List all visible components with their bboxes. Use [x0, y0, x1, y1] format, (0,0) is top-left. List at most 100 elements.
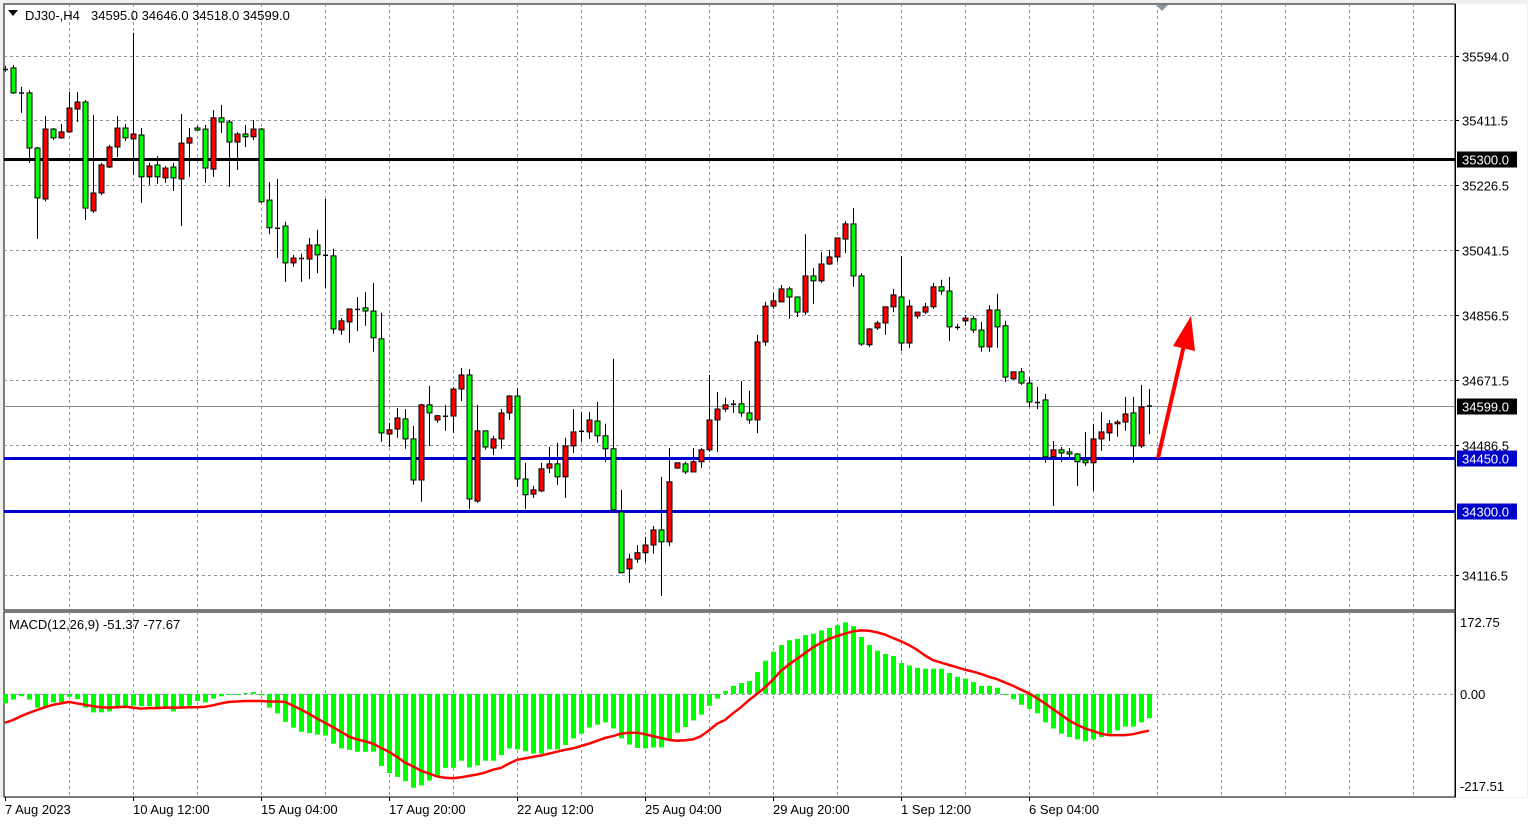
candle[interactable]: [290, 254, 297, 267]
candle[interactable]: [874, 320, 881, 331]
candle[interactable]: [690, 448, 697, 473]
candle[interactable]: [242, 124, 249, 147]
candle[interactable]: [714, 391, 721, 452]
candle[interactable]: [890, 288, 897, 313]
candle[interactable]: [938, 279, 945, 295]
candle[interactable]: [762, 301, 769, 346]
candle[interactable]: [394, 408, 401, 438]
candle[interactable]: [106, 144, 113, 169]
candle[interactable]: [74, 91, 81, 123]
candle[interactable]: [586, 411, 593, 439]
chart-shift-marker-icon[interactable]: [1156, 5, 1168, 11]
candle[interactable]: [202, 124, 209, 183]
candle[interactable]: [642, 536, 649, 562]
candle[interactable]: [506, 395, 513, 420]
candle[interactable]: [530, 485, 537, 498]
candle[interactable]: [3, 65, 8, 72]
candle[interactable]: [402, 409, 409, 449]
candle[interactable]: [922, 302, 929, 314]
candle[interactable]: [1147, 389, 1152, 434]
candle[interactable]: [522, 462, 529, 509]
candle[interactable]: [34, 146, 41, 240]
candle[interactable]: [930, 282, 937, 309]
candle[interactable]: [418, 403, 425, 502]
candle[interactable]: [970, 315, 977, 333]
candle[interactable]: [746, 390, 753, 424]
candle[interactable]: [962, 314, 969, 326]
candle[interactable]: [826, 249, 833, 266]
candle[interactable]: [650, 526, 657, 554]
candle[interactable]: [882, 306, 889, 335]
candle[interactable]: [82, 99, 89, 221]
candle[interactable]: [658, 476, 665, 596]
candle[interactable]: [338, 318, 345, 335]
candle[interactable]: [706, 374, 713, 452]
candle[interactable]: [450, 386, 457, 433]
candle[interactable]: [330, 248, 337, 334]
candle[interactable]: [626, 553, 633, 583]
candle[interactable]: [194, 125, 201, 131]
triangle-down-icon[interactable]: [8, 10, 18, 16]
candle[interactable]: [1106, 419, 1113, 442]
candle[interactable]: [634, 545, 641, 563]
candle[interactable]: [299, 253, 304, 282]
candle[interactable]: [346, 308, 353, 344]
candle[interactable]: [1018, 367, 1025, 385]
candle[interactable]: [1122, 396, 1129, 431]
candle[interactable]: [98, 162, 105, 196]
candle[interactable]: [443, 404, 448, 431]
candle[interactable]: [731, 399, 736, 413]
candle[interactable]: [570, 409, 577, 453]
candle[interactable]: [162, 165, 169, 183]
candle[interactable]: [218, 104, 225, 133]
candle[interactable]: [1098, 411, 1105, 451]
candle[interactable]: [355, 296, 360, 332]
up-arrow-annotation[interactable]: [1156, 316, 1195, 459]
candle[interactable]: [1035, 386, 1040, 410]
candle[interactable]: [778, 285, 785, 303]
candle[interactable]: [146, 162, 153, 185]
candle[interactable]: [226, 119, 233, 188]
candle[interactable]: [458, 367, 465, 401]
candle[interactable]: [410, 425, 417, 485]
candle[interactable]: [1050, 441, 1057, 507]
candle[interactable]: [1002, 320, 1009, 383]
candle[interactable]: [154, 156, 161, 184]
candle[interactable]: [514, 387, 521, 488]
candle[interactable]: [378, 312, 385, 442]
candle[interactable]: [1010, 371, 1017, 380]
candle[interactable]: [498, 409, 505, 449]
candle[interactable]: [554, 442, 561, 485]
candle[interactable]: [682, 461, 689, 475]
candle[interactable]: [178, 113, 185, 227]
candle[interactable]: [754, 334, 761, 433]
candle[interactable]: [306, 237, 313, 280]
candle[interactable]: [1042, 393, 1049, 463]
candle[interactable]: [186, 128, 193, 177]
candle[interactable]: [323, 198, 328, 288]
candle[interactable]: [50, 128, 57, 140]
candle[interactable]: [466, 369, 473, 509]
candle[interactable]: [234, 131, 241, 170]
candle[interactable]: [955, 324, 960, 331]
candle[interactable]: [1114, 419, 1121, 437]
candle[interactable]: [1026, 377, 1033, 407]
candle[interactable]: [906, 299, 913, 348]
candle[interactable]: [362, 292, 369, 326]
candle[interactable]: [770, 292, 777, 309]
candle[interactable]: [602, 423, 609, 462]
candle[interactable]: [1074, 452, 1081, 486]
candle[interactable]: [1066, 448, 1073, 458]
candle[interactable]: [426, 385, 433, 446]
candle[interactable]: [275, 178, 280, 258]
candle[interactable]: [842, 221, 849, 254]
candle[interactable]: [810, 267, 817, 305]
candle[interactable]: [1090, 423, 1097, 491]
candle[interactable]: [1082, 431, 1089, 466]
candle[interactable]: [794, 296, 801, 318]
candle[interactable]: [946, 276, 953, 341]
candle[interactable]: [386, 422, 393, 447]
candle[interactable]: [674, 462, 681, 469]
candle[interactable]: [482, 430, 489, 450]
candle[interactable]: [722, 397, 729, 412]
